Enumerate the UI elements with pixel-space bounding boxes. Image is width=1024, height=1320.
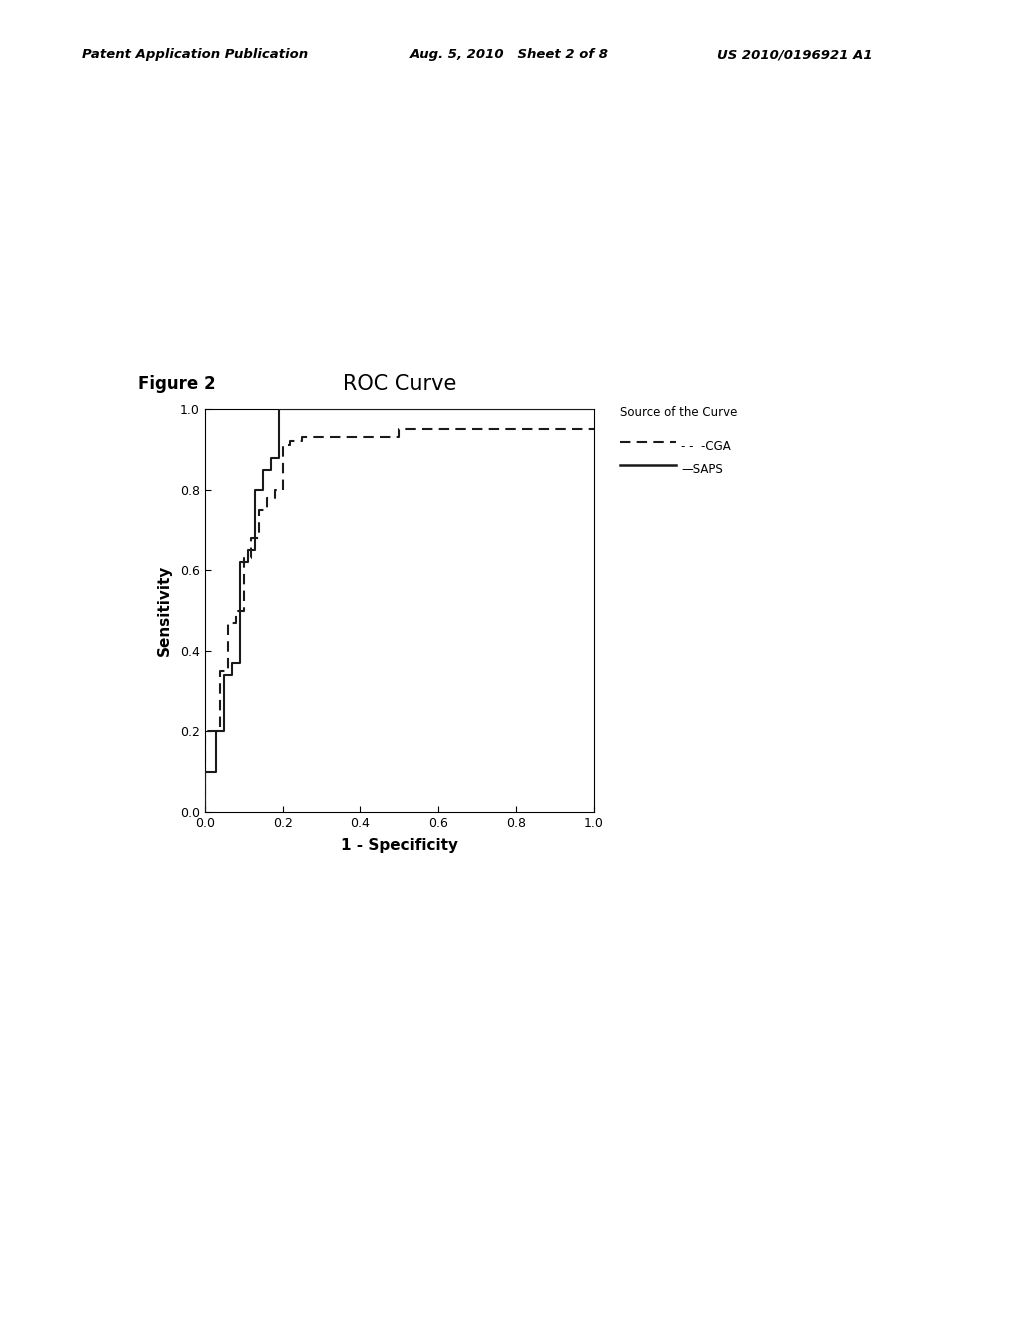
Y-axis label: Sensitivity: Sensitivity (157, 565, 172, 656)
Text: US 2010/0196921 A1: US 2010/0196921 A1 (717, 48, 872, 61)
X-axis label: 1 - Specificity: 1 - Specificity (341, 838, 458, 853)
Text: Figure 2: Figure 2 (138, 375, 216, 393)
Title: ROC Curve: ROC Curve (343, 374, 456, 393)
Text: Source of the Curve: Source of the Curve (620, 405, 737, 418)
Text: Aug. 5, 2010   Sheet 2 of 8: Aug. 5, 2010 Sheet 2 of 8 (410, 48, 608, 61)
Text: Patent Application Publication: Patent Application Publication (82, 48, 308, 61)
Text: —SAPS: —SAPS (681, 462, 723, 475)
Text: - -  -CGA: - - -CGA (681, 440, 731, 453)
